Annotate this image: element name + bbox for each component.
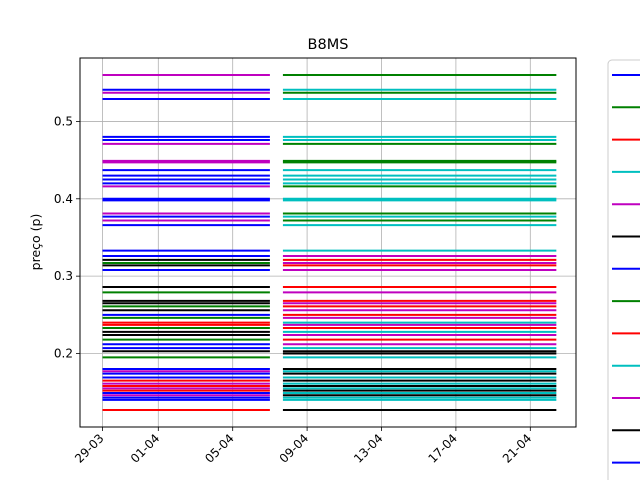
price-levels [102, 74, 557, 411]
y-tick-label: 0.3 [54, 269, 73, 283]
y-tick-label: 0.2 [54, 347, 73, 361]
plot-area-frame [79, 57, 577, 428]
legend [607, 59, 640, 480]
y-tick-label: 0.5 [54, 114, 73, 128]
legend-box [607, 59, 640, 480]
y-tick-label: 0.4 [54, 192, 73, 206]
chart-title: B8MS [308, 37, 349, 53]
y-axis-label: preço (p) [28, 214, 43, 271]
y-axis: 0.2 0.3 0.4 0.5 [54, 114, 80, 361]
